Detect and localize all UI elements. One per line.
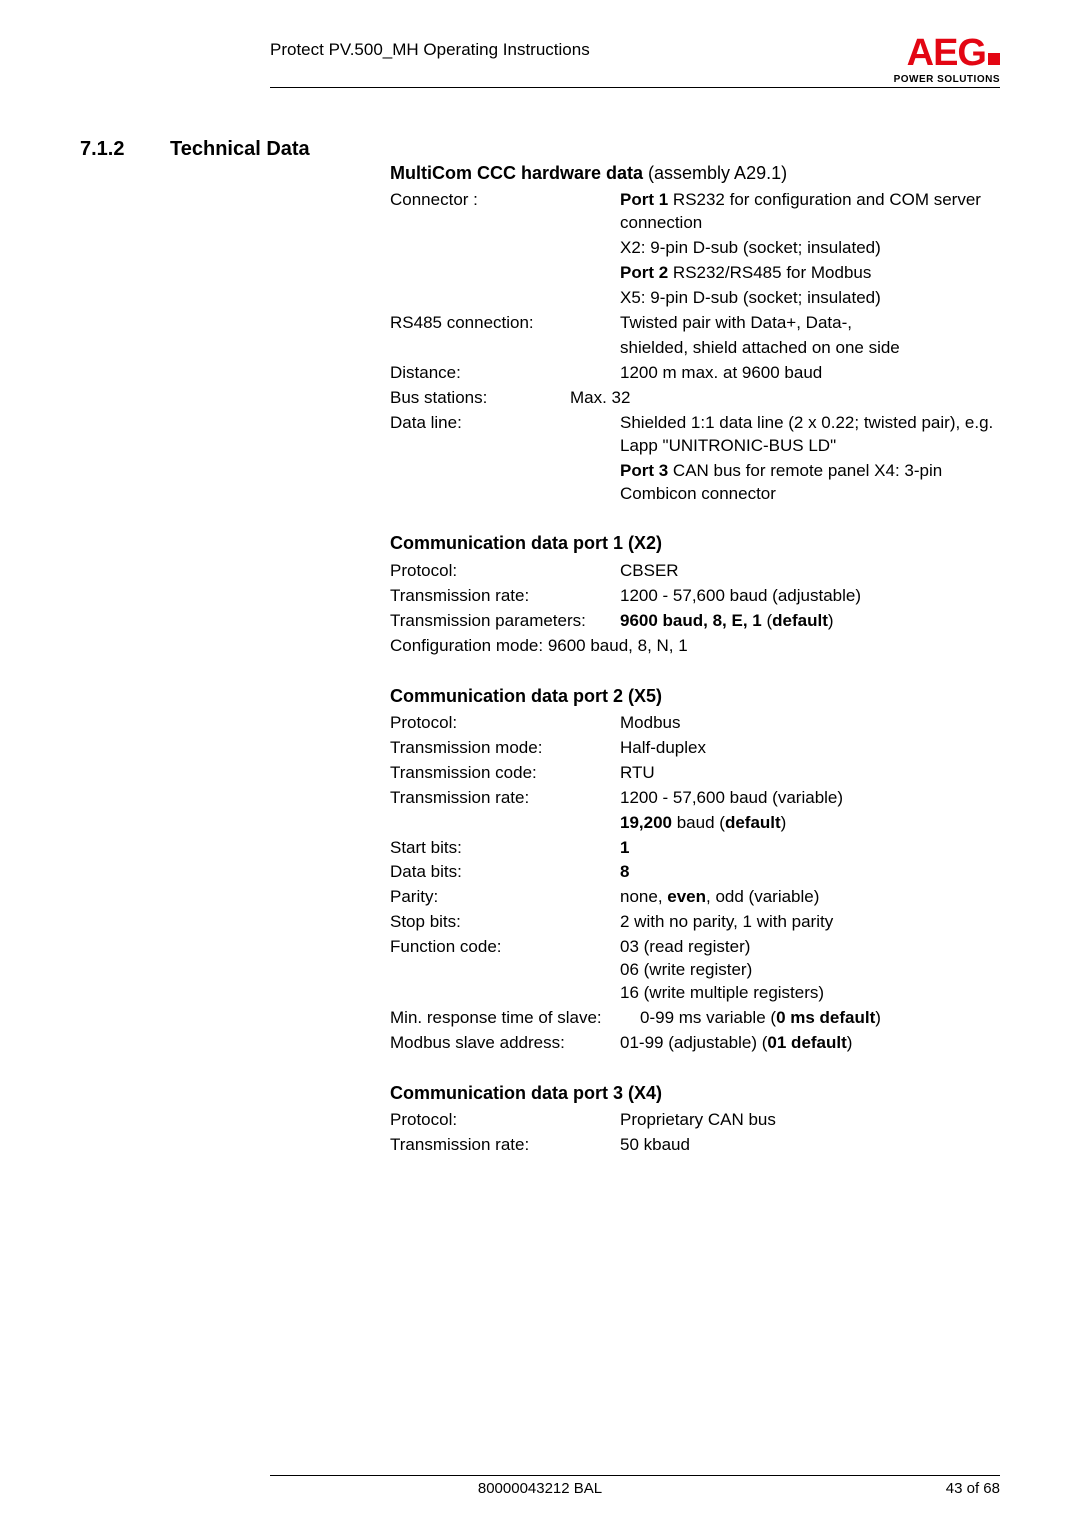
port2-mode-label: Transmission mode: (390, 737, 620, 760)
port1-protocol-value: CBSER (620, 560, 1000, 583)
port3-rate-value: 50 kbaud (620, 1134, 1000, 1157)
port2-code-label: Transmission code: (390, 762, 620, 785)
dataline-row: Data line: Shielded 1:1 data line (2 x 0… (390, 412, 1000, 458)
logo-square-icon (988, 53, 1000, 65)
distance-row: Distance: 1200 m max. at 9600 baud (390, 362, 1000, 385)
logo-text: AEG (907, 32, 986, 74)
section-number: 7.1.2 (80, 138, 170, 161)
port2-func-label: Function code: (390, 936, 620, 1005)
dataline-port3: Port 3 CAN bus for remote panel X4: 3-pi… (620, 460, 1000, 506)
connector-value: Port 1 RS232 for configuration and COM s… (620, 189, 1000, 235)
footer-page-number: 43 of 68 (946, 1480, 1000, 1497)
footer-rule (270, 1475, 1000, 1476)
port2-protocol-value: Modbus (620, 712, 1000, 735)
connector-x5: X5: 9-pin D-sub (socket; insulated) (620, 287, 1000, 310)
port1-config: Configuration mode: 9600 baud, 8, N, 1 (390, 635, 1000, 658)
page-header: Protect PV.500_MH Operating Instructions… (80, 40, 1000, 85)
port2-mode-value: Half-duplex (620, 737, 1000, 760)
port3-protocol-label: Protocol: (390, 1109, 620, 1132)
port2-protocol-label: Protocol: (390, 712, 620, 735)
bus-value: Max. 32 (570, 387, 1000, 410)
port2-func-value: 03 (read register) 06 (write register) 1… (620, 936, 1000, 1005)
multicom-block: MultiCom CCC hardware data (assembly A29… (390, 161, 1000, 505)
port2-start-value: 1 (620, 837, 1000, 860)
connector-row: Connector : Port 1 RS232 for configurati… (390, 189, 1000, 235)
port2-stop-label: Stop bits: (390, 911, 620, 934)
port2-rate-default: 19,200 baud (default) (620, 812, 1000, 835)
multicom-title: MultiCom CCC hardware data (assembly A29… (390, 161, 1000, 185)
connector-x2: X2: 9-pin D-sub (socket; insulated) (620, 237, 1000, 260)
port2-title: Communication data port 2 (X5) (390, 684, 1000, 708)
connector-port2: Port 2 RS232/RS485 for Modbus (620, 262, 1000, 285)
port2-stop-value: 2 with no parity, 1 with parity (620, 911, 1000, 934)
port2-start-label: Start bits: (390, 837, 620, 860)
port1-params-label: Transmission parameters: (390, 610, 620, 633)
port3-block: Communication data port 3 (X4) Protocol:… (390, 1081, 1000, 1157)
connector-label: Connector : (390, 189, 620, 235)
port3-protocol-value: Proprietary CAN bus (620, 1109, 1000, 1132)
port2-rate-value: 1200 - 57,600 baud (variable) (620, 787, 1000, 810)
port2-parity-value: none, even, odd (variable) (620, 886, 1000, 909)
port1-protocol-label: Protocol: (390, 560, 620, 583)
port1-params-value: 9600 baud, 8, E, 1 (default) (620, 610, 1000, 633)
port1-block: Communication data port 1 (X2) Protocol:… (390, 531, 1000, 657)
rs485-value: Twisted pair with Data+, Data-, (620, 312, 1000, 335)
logo-subtitle: POWER SOLUTIONS (894, 74, 1000, 85)
bus-label: Bus stations: (390, 387, 570, 410)
dataline-label: Data line: (390, 412, 620, 458)
dataline-value: Shielded 1:1 data line (2 x 0.22; twiste… (620, 412, 1000, 458)
port2-min-value: 0-99 ms variable (0 ms default) (640, 1007, 1000, 1030)
section-title: Technical Data (170, 138, 390, 161)
port1-rate-label: Transmission rate: (390, 585, 620, 608)
page-footer: 80000043212 BAL 43 of 68 (80, 1475, 1000, 1497)
footer-doc-number: 80000043212 BAL (478, 1480, 602, 1497)
port2-block: Communication data port 2 (X5) Protocol:… (390, 684, 1000, 1055)
port1-rate-value: 1200 - 57,600 baud (adjustable) (620, 585, 1000, 608)
brand-logo: AEG POWER SOLUTIONS (894, 34, 1000, 85)
distance-value: 1200 m max. at 9600 baud (620, 362, 1000, 385)
rs485-value2: shielded, shield attached on one side (620, 337, 1000, 360)
distance-label: Distance: (390, 362, 620, 385)
port2-data-value: 8 (620, 861, 1000, 884)
doc-title: Protect PV.500_MH Operating Instructions (270, 40, 590, 64)
port3-title: Communication data port 3 (X4) (390, 1081, 1000, 1105)
port2-rate-label: Transmission rate: (390, 787, 620, 810)
rs485-label: RS485 connection: (390, 312, 620, 335)
port2-addr-label: Modbus slave address: (390, 1032, 620, 1055)
port2-parity-label: Parity: (390, 886, 620, 909)
section-heading-row: 7.1.2 Technical Data (80, 138, 1000, 161)
port3-rate-label: Transmission rate: (390, 1134, 620, 1157)
rs485-row: RS485 connection: Twisted pair with Data… (390, 312, 1000, 335)
port2-min-label: Min. response time of slave: (390, 1007, 640, 1030)
port1-title: Communication data port 1 (X2) (390, 531, 1000, 555)
port2-code-value: RTU (620, 762, 1000, 785)
port2-addr-value: 01-99 (adjustable) (01 default) (620, 1032, 1000, 1055)
header-rule (270, 87, 1000, 88)
bus-row: Bus stations: Max. 32 (390, 387, 1000, 410)
port2-data-label: Data bits: (390, 861, 620, 884)
